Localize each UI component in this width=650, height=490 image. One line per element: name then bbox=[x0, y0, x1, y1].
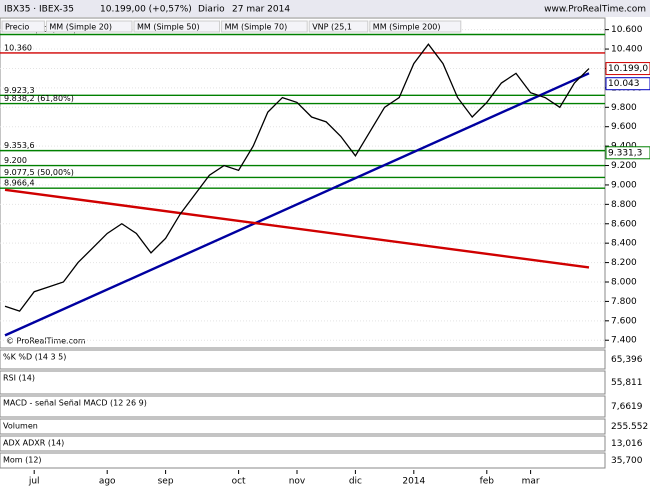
panel-title: %K %D (14 3 5) bbox=[3, 353, 66, 362]
price-tag bbox=[605, 62, 650, 76]
copyright: © ProRealTime.com bbox=[6, 337, 86, 346]
panel-title: RSI (14) bbox=[3, 374, 35, 383]
legend-entry: MM (Simple 20) bbox=[49, 23, 112, 32]
level-label: 9.077,5 (50,00%) bbox=[4, 168, 74, 177]
price-line bbox=[4, 43, 590, 312]
panel-value: 65,396 bbox=[611, 355, 643, 365]
y-tick-label: 7.800 bbox=[611, 297, 637, 307]
legend-entry: Precio bbox=[5, 23, 29, 32]
panel-title: ADX ADXR (14) bbox=[3, 439, 64, 448]
price-tag-label: 10.043 bbox=[608, 79, 640, 89]
panel-value: 35,700 bbox=[611, 456, 643, 466]
y-tick-label: 10.400 bbox=[611, 45, 643, 55]
price-tag bbox=[605, 146, 650, 160]
y-tick-label: 8.200 bbox=[611, 258, 637, 268]
level-label: 10.360 bbox=[4, 43, 32, 52]
legend-box bbox=[369, 20, 462, 33]
y-tick-label: 9.600 bbox=[611, 122, 637, 132]
x-tick-label: oct bbox=[232, 477, 246, 487]
y-tick-label: 8.800 bbox=[611, 200, 637, 210]
panel-value: 55,811 bbox=[611, 378, 643, 388]
panel-title: MACD - señal Señal MACD (12 26 9) bbox=[3, 399, 147, 408]
legend-box bbox=[308, 20, 369, 33]
price-tag bbox=[605, 77, 650, 91]
x-tick-label: ago bbox=[99, 477, 116, 487]
y-tick-label: 7.600 bbox=[611, 316, 637, 326]
plot-frame bbox=[0, 17, 606, 349]
x-tick-label: 2014 bbox=[402, 477, 425, 487]
panel-frame bbox=[0, 349, 606, 370]
price: 10.199,00 (+0,57%) bbox=[100, 5, 192, 15]
legend-box bbox=[1, 20, 45, 33]
legend-box bbox=[221, 20, 308, 33]
y-tick-label: 9.000 bbox=[611, 180, 637, 190]
panel-title: Mom (12) bbox=[3, 456, 42, 465]
panel-value: 255.552 bbox=[611, 422, 648, 432]
level-label: 8.966,4 bbox=[4, 179, 35, 188]
x-tick-label: jul bbox=[28, 477, 40, 487]
y-tick-label: 8.000 bbox=[611, 278, 637, 288]
legend-box bbox=[45, 20, 133, 33]
legend-entry: MM (Simple 200) bbox=[373, 23, 441, 32]
period: Diario bbox=[198, 5, 225, 15]
date: 27 mar 2014 bbox=[232, 5, 290, 15]
x-tick-label: dic bbox=[349, 477, 362, 487]
level-label: 9.838,2 (61,80%) bbox=[4, 94, 74, 103]
level-label: 9.200 bbox=[4, 156, 27, 165]
panel-title: Volumen bbox=[3, 422, 38, 431]
y-tick-label: 7.400 bbox=[611, 336, 637, 346]
header-bar bbox=[0, 0, 650, 17]
y-tick-label: 9.800 bbox=[611, 103, 637, 113]
level-label: 9.353,6 bbox=[4, 141, 35, 150]
level-label: 9.923,3 bbox=[4, 86, 35, 95]
legend-entry: MM (Simple 70) bbox=[225, 23, 288, 32]
trendline bbox=[4, 188, 590, 269]
panel-value: 13,016 bbox=[611, 439, 643, 449]
panel-frame bbox=[0, 395, 606, 418]
panel-frame bbox=[0, 435, 606, 452]
price-tag-label: 9.331,3 bbox=[608, 148, 642, 158]
panel-value: 7,6619 bbox=[611, 402, 643, 412]
x-tick-label: feb bbox=[480, 477, 495, 487]
panel-frame bbox=[0, 452, 606, 469]
legend-entry: MM (Simple 50) bbox=[137, 23, 200, 32]
y-tick-label: 8.400 bbox=[611, 239, 637, 249]
x-tick-label: sep bbox=[158, 477, 174, 487]
x-tick-label: mar bbox=[522, 477, 540, 487]
legend-entry: VNP (25,1 bbox=[312, 23, 352, 32]
trendline bbox=[4, 72, 590, 337]
y-tick-label: 10.600 bbox=[611, 25, 643, 35]
price-tag-label: 10.199,0 bbox=[608, 64, 648, 74]
y-tick-label: 8.600 bbox=[611, 219, 637, 229]
panel-frame bbox=[0, 418, 606, 435]
legend-box bbox=[133, 20, 221, 33]
symbol: IBX35 · IBEX-35 bbox=[4, 5, 74, 15]
y-tick-label: 9.200 bbox=[611, 161, 637, 171]
site: www.ProRealTime.com bbox=[544, 5, 646, 15]
panel-frame bbox=[0, 370, 606, 395]
x-tick-label: nov bbox=[289, 477, 306, 487]
